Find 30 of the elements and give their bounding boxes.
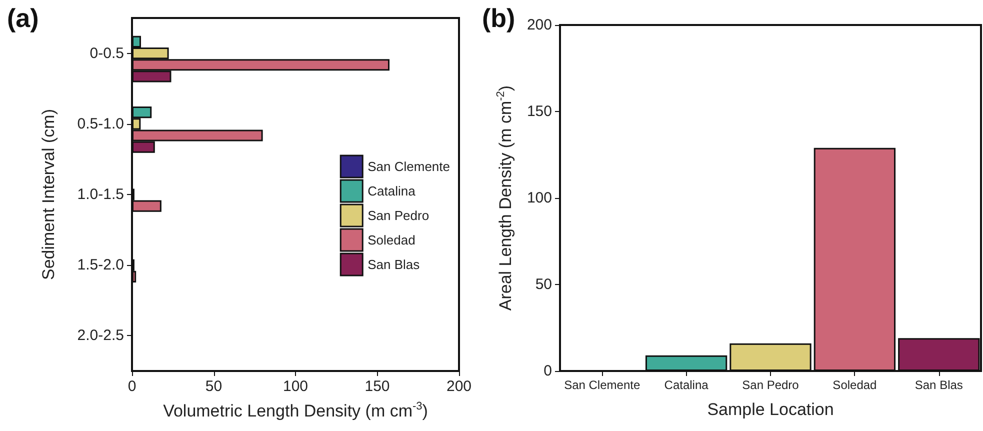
y-tick-label: 0 <box>544 362 552 380</box>
y-tick-label: 0-0.5 <box>90 44 124 62</box>
x-tick-label: 0 <box>128 378 136 395</box>
legend-label: Catalina <box>368 184 416 198</box>
y-tick-label: 2.0-2.5 <box>77 327 124 344</box>
x-tick-label: San Blas <box>914 378 963 392</box>
x-tick-label: 50 <box>205 378 222 395</box>
legend-label: San Pedro <box>368 208 430 223</box>
x-axis-title: Sample Location <box>707 400 834 419</box>
legend-label: Soledad <box>368 232 416 248</box>
x-tick-label: 100 <box>282 378 308 395</box>
x-tick-label: San Clemente <box>564 378 640 392</box>
legend-label: San Blas <box>368 257 420 272</box>
y-tick-label: 1.0-1.5 <box>77 186 124 203</box>
chart-title: (a) <box>7 3 39 33</box>
legend-label: San Clemente <box>368 159 450 174</box>
y-tick-label: 1.5-2.0 <box>77 256 124 274</box>
x-tick-label: Soledad <box>832 378 877 392</box>
y-tick-label: 200 <box>526 16 552 34</box>
x-tick-label: 200 <box>446 378 472 395</box>
y-tick-label: 50 <box>535 276 552 293</box>
y-tick-label: 100 <box>526 190 552 206</box>
y-axis-title: Areal Length Density (m cm-2) <box>495 85 515 311</box>
x-tick-label: San Pedro <box>742 378 800 392</box>
y-tick-label: 150 <box>526 103 552 120</box>
y-tick-label: 0.5-1.0 <box>77 115 124 132</box>
x-tick-label: Catalina <box>664 378 709 392</box>
chart-title: (b) <box>482 3 516 33</box>
x-tick-label: 150 <box>364 378 390 395</box>
y-axis-title: Sediment Interval (cm) <box>39 109 58 280</box>
